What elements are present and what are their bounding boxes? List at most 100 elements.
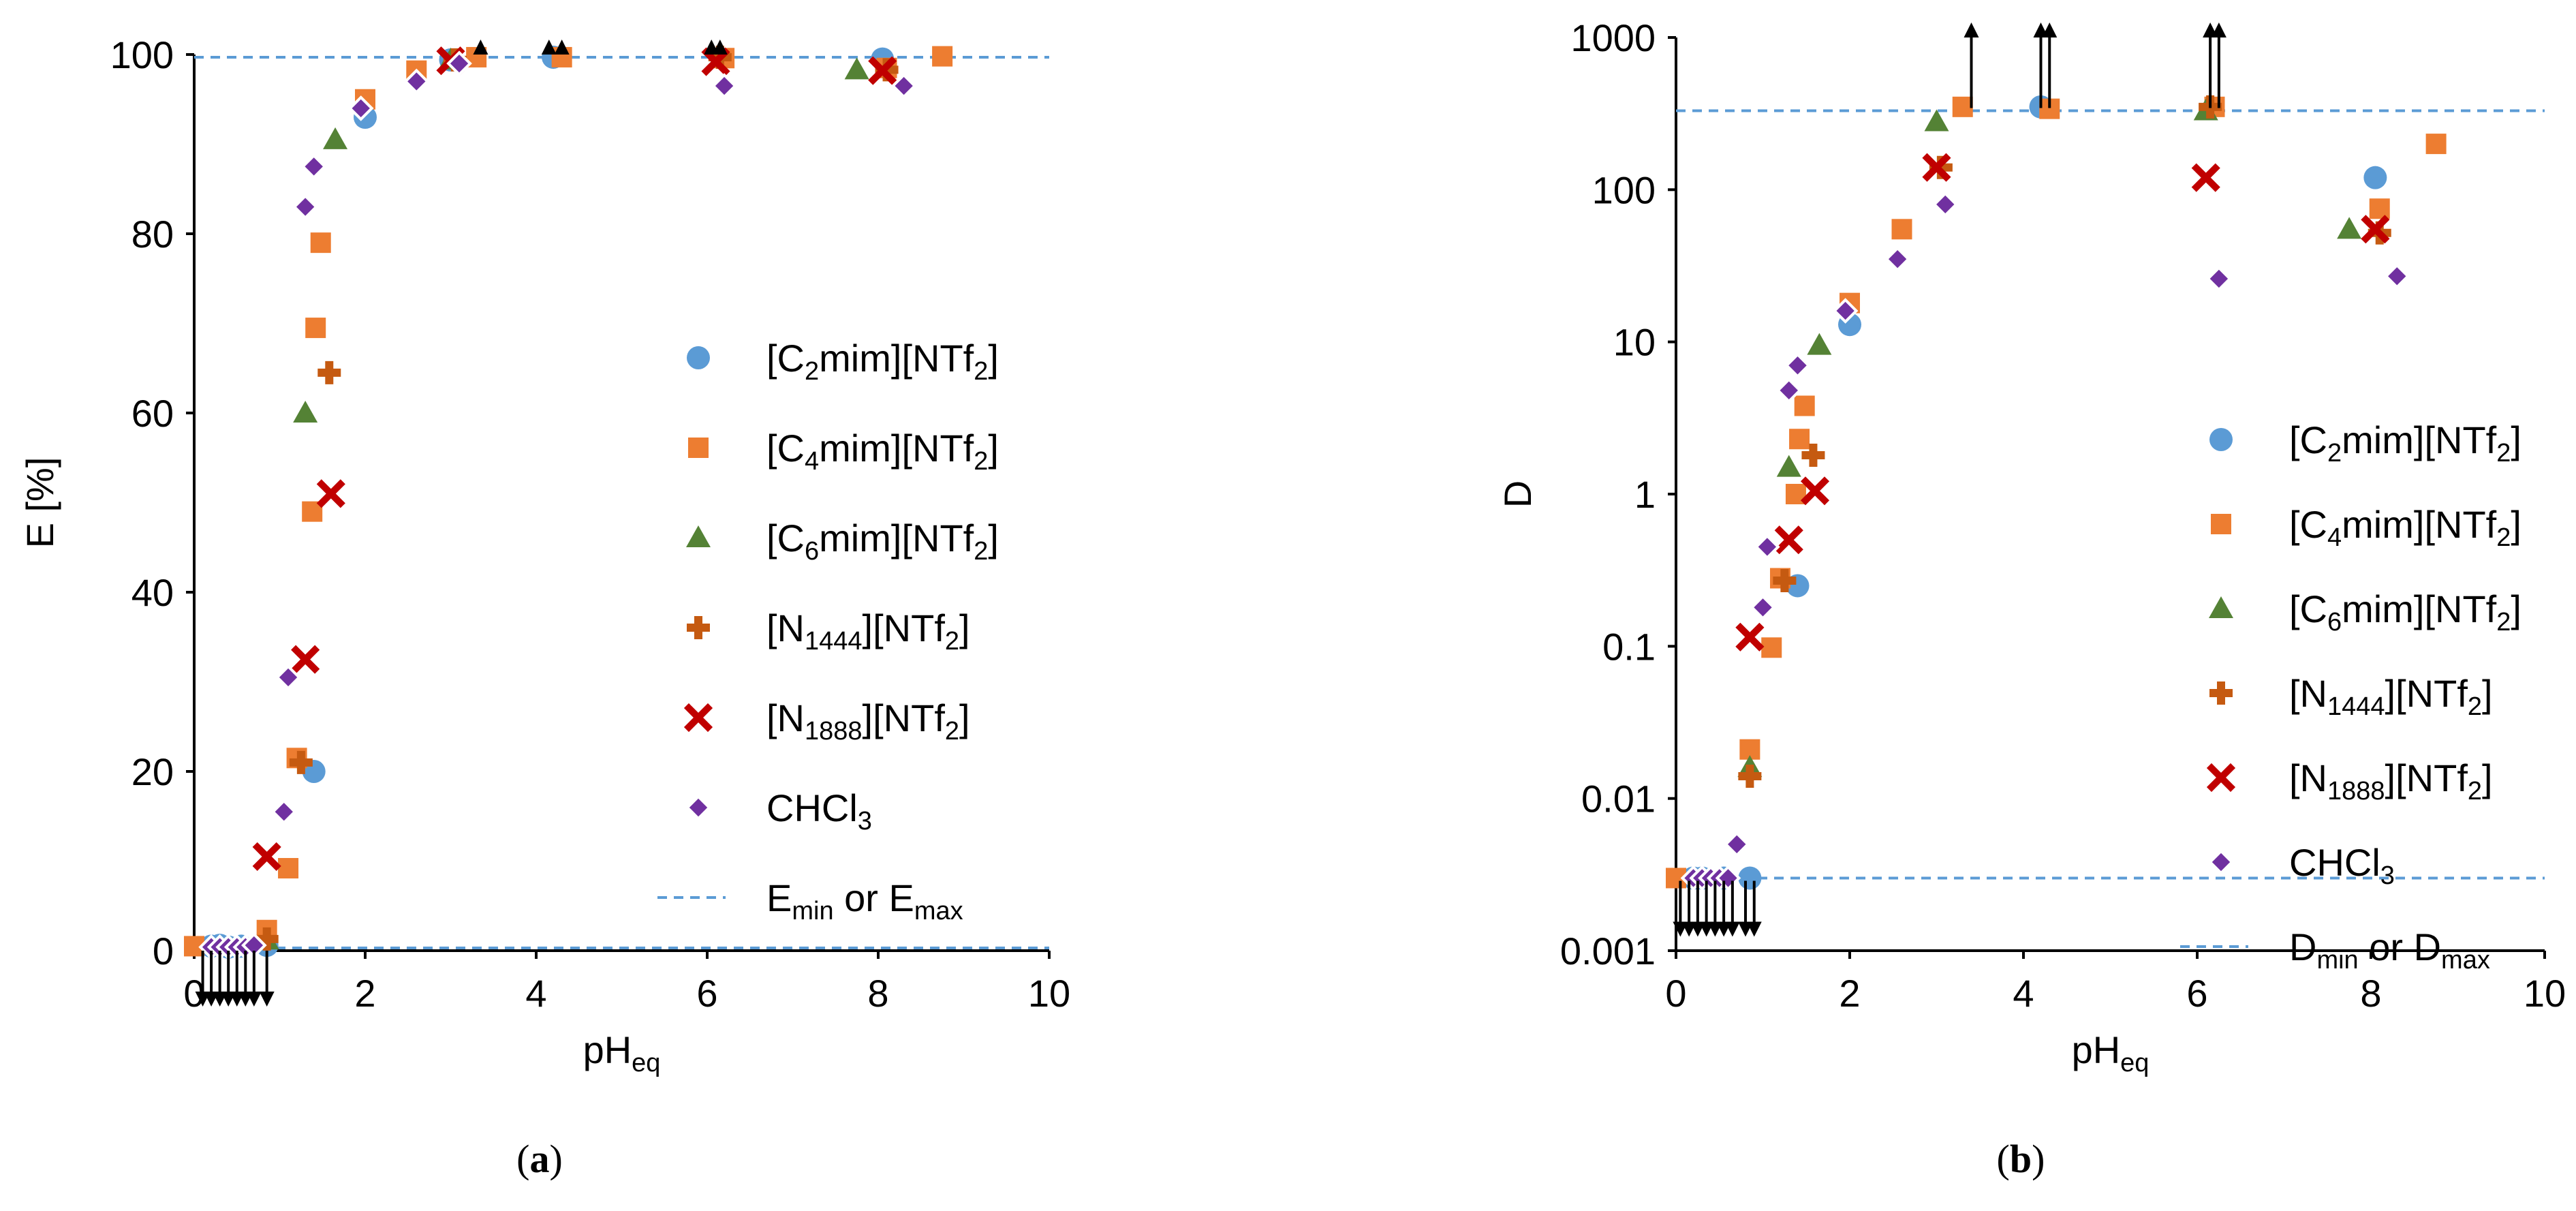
panel-b-point-chcl3-5 <box>1724 831 1750 857</box>
panel-b-legend-label-c6mim-part-1: 6 <box>2327 608 2342 637</box>
panel-a-point-chcl3-13 <box>711 73 737 99</box>
panel-b-legend-marker-n1888 <box>2206 763 2236 793</box>
panel-b-point-n1888-5 <box>2361 215 2390 244</box>
panel-a-point-c4mim-2 <box>278 858 299 879</box>
panel-a-y-tick-label-0: 0 <box>153 930 174 972</box>
panel-b-legend-label-limit-part-2: or D <box>2359 925 2441 968</box>
panel-b-x-tick-label-3: 6 <box>2186 972 2207 1015</box>
panel-b-point-chcl3-6 <box>1750 594 1776 621</box>
panel-b-x-tick-label-4: 8 <box>2360 972 2381 1015</box>
panel-a-x-tick-label-3: 6 <box>696 972 717 1015</box>
panel-a-legend-label-limit-part-2: or E <box>834 876 914 919</box>
panel-b-point-chcl3-10 <box>1832 298 1859 324</box>
panel-a-up-arrow-1 <box>541 40 557 55</box>
panel-a-x-axis-label-sub: eq <box>632 1049 660 1077</box>
panel-b-legend-label-limit: Dmin or Dmax <box>2289 925 2490 975</box>
panel-a-legend-label-c2mim-part-0: [C <box>766 337 805 380</box>
panel-b-point-n1888-3 <box>1922 153 1951 182</box>
panel-a-caption-label: a <box>530 1137 550 1181</box>
panel-b-point-c2mim-7 <box>2363 166 2387 189</box>
panel-b-legend-label-c2mim-part-2: mim][NTf <box>2342 418 2497 461</box>
panel-a-legend-label-c6mim-part-0: [C <box>766 517 805 559</box>
panel-b-legend-label-n1888-part-1: 1888 <box>2327 777 2385 806</box>
panel-b-y-tick-label-1: 0.01 <box>1581 778 1656 821</box>
panel-a-point-n1444-2 <box>317 361 341 384</box>
panel-b-y-tick-label-4: 10 <box>1613 321 1656 364</box>
panel-a-y-tick-label-4: 80 <box>131 213 174 256</box>
panel-a-legend-marker-chcl3 <box>685 795 711 821</box>
panel-b-series-c4mim <box>1666 96 2447 889</box>
panel-a-legend-label-n1888: [N1888][NTf2] <box>766 696 970 746</box>
panel-b-y-axis-label: D <box>1496 480 1539 508</box>
panel-a-x-axis-label-main: pH <box>583 1028 632 1071</box>
panel-a-legend-marker-n1444 <box>687 616 710 639</box>
panel-a-point-n1444-1 <box>289 750 313 774</box>
panel-b-point-n1888-4 <box>2191 163 2220 192</box>
panel-b-legend-label-n1444-part-4: ] <box>2482 672 2493 715</box>
panel-a-point-c4mim-5 <box>305 318 326 339</box>
panel-b-legend-label-c6mim-part-3: 2 <box>2496 608 2511 637</box>
panel-b-legend-label-n1444-part-3: 2 <box>2468 692 2482 721</box>
panel-b-point-chcl3-7 <box>1754 534 1780 560</box>
panel-a-legend-label-chcl3: CHCl3 <box>766 786 872 836</box>
panel-b-up-arrow-2 <box>2042 22 2058 37</box>
panel-b-point-c4mim-9 <box>1952 96 1973 117</box>
panel-b-legend-label-c6mim-part-0: [C <box>2289 587 2327 630</box>
panel-a-point-n1888-2 <box>316 479 345 508</box>
panel-b-legend-label-limit-part-0: D <box>2289 925 2316 968</box>
panel-b-legend-label-c4mim-part-1: 4 <box>2327 523 2342 552</box>
panel-a-legend-label-c4mim-part-2: mim][NTf <box>819 427 974 470</box>
panel-b-x-tick-label-1: 2 <box>1839 972 1860 1015</box>
panel-a-legend-label-c2mim-part-2: mim][NTf <box>819 337 974 380</box>
panel-a-point-chcl3-11 <box>403 68 430 95</box>
panel-b-legend-label-c2mim: [C2mim][NTf2] <box>2289 418 2521 467</box>
panel-a-point-n1888-5 <box>868 56 897 85</box>
panel-b-down-arrow-6 <box>1724 921 1740 937</box>
panel-a-legend-label-n1888-part-2: ][NTf <box>863 696 946 739</box>
panel-b-x-tick-label-5: 10 <box>2524 972 2566 1015</box>
panel-a-legend-label-n1888-part-0: [N <box>766 696 805 739</box>
panel-a-series-n1888 <box>252 46 897 872</box>
panel-b-up-arrow-0 <box>1964 22 1979 37</box>
panel-a-legend-marker-c6mim <box>686 525 711 547</box>
panel-a-legend-label-chcl3-part-1: 3 <box>858 807 872 836</box>
panel-a-legend-label-limit-part-0: E <box>766 876 792 919</box>
panel-b-legend-label-n1444-part-0: [N <box>2289 672 2327 715</box>
panel-a-y-tick-label-5: 100 <box>110 33 174 76</box>
panel-b-point-chcl3-11 <box>1884 246 1910 272</box>
panel-b-legend-label-n1444-part-1: 1444 <box>2327 692 2385 721</box>
panel-a-legend-label-limit-part-3: max <box>914 897 963 925</box>
panel-b-legend-label-c6mim: [C6mim][NTf2] <box>2289 587 2521 637</box>
panel-a-legend-label-c2mim-part-4: ] <box>988 337 999 380</box>
panel-a-legend-label-c2mim-part-1: 2 <box>805 357 819 386</box>
panel-b-legend-label-n1888-part-2: ][NTf <box>2385 756 2468 799</box>
panel-b-legend-label-c4mim-part-2: mim][NTf <box>2342 503 2497 546</box>
panel-b-legend-label-c2mim-part-3: 2 <box>2496 439 2511 467</box>
panel-a-point-c6mim-2 <box>323 127 348 149</box>
panel-a-point-chcl3-8 <box>292 194 318 220</box>
panel-b-point-c4mim-5 <box>1789 429 1810 450</box>
panel-b-point-n1444-0 <box>1738 765 1762 788</box>
panel-b-point-c6mim-2 <box>1807 333 1832 355</box>
panel-b-caption-label: b <box>2010 1137 2032 1181</box>
panel-b-legend-label-limit-part-3: max <box>2441 946 2490 975</box>
panel-b-point-c4mim-2 <box>1761 637 1782 658</box>
panel-a-down-arrow-6 <box>246 992 262 1007</box>
panel-a-legend-label-c6mim-part-4: ] <box>988 517 999 559</box>
panel-b-legend-label-chcl3-part-1: 3 <box>2380 861 2395 890</box>
panel-a-point-chcl3-12 <box>446 50 472 76</box>
panel-a-legend-marker-c2mim <box>687 346 710 369</box>
panel-b-legend-label-c4mim-part-0: [C <box>2289 503 2327 546</box>
panel-b-legend-label-c6mim-part-4: ] <box>2511 587 2521 630</box>
panel-a-legend-label-n1888-part-1: 1888 <box>805 717 863 746</box>
panel-a-legend: [C2mim][NTf2][C4mim][NTf2][C6mim][NTf2][… <box>657 337 999 925</box>
panel-b-legend-marker-c4mim <box>2211 514 2231 534</box>
panel-b-legend-label-n1888: [N1888][NTf2] <box>2289 756 2493 806</box>
panel-a-point-c4mim-6 <box>310 232 331 254</box>
panel-a-point-n1444-0 <box>255 927 279 951</box>
panel-b-y-tick-label-6: 1000 <box>1570 16 1656 59</box>
panel-a-y-axis-label: E [%] <box>18 457 61 549</box>
panel-b-legend-label-c4mim: [C4mim][NTf2] <box>2289 503 2521 552</box>
